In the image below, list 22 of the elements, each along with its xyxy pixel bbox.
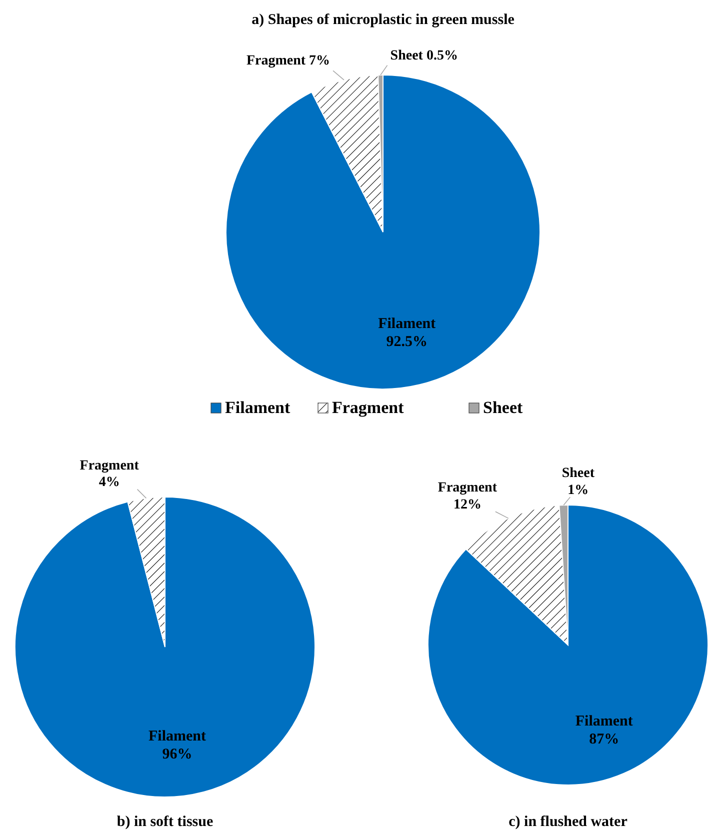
legend-label: Filament bbox=[225, 398, 290, 417]
slice-label: Filament bbox=[148, 728, 206, 745]
pie-slice bbox=[226, 74, 540, 390]
legend-label: Sheet bbox=[483, 398, 523, 417]
chart-title: a) Shapes of microplastic in green mussle bbox=[252, 12, 515, 28]
slice-label: Filament bbox=[378, 316, 436, 332]
data-label: 12% bbox=[453, 497, 482, 512]
slice-label: Fragment bbox=[80, 458, 140, 474]
category-label: Fragment 7% bbox=[246, 54, 330, 69]
text: c) in flushed water bbox=[508, 814, 628, 830]
data-label: 96% bbox=[162, 746, 192, 763]
data-label: 92.5% bbox=[386, 334, 428, 350]
slice-label: Fragment bbox=[438, 480, 498, 496]
legend-label: Fragment bbox=[332, 398, 404, 417]
data-label: 87% bbox=[589, 732, 620, 748]
data-label: 4% bbox=[98, 475, 120, 490]
slice-label: Sheet bbox=[562, 466, 595, 482]
text: b) in soft tissue bbox=[116, 814, 214, 830]
pie-slice bbox=[14, 496, 316, 798]
category-label: Sheet 0.5% bbox=[390, 48, 458, 64]
slice-label: Filament bbox=[575, 714, 633, 730]
data-label: 1% bbox=[568, 482, 589, 498]
